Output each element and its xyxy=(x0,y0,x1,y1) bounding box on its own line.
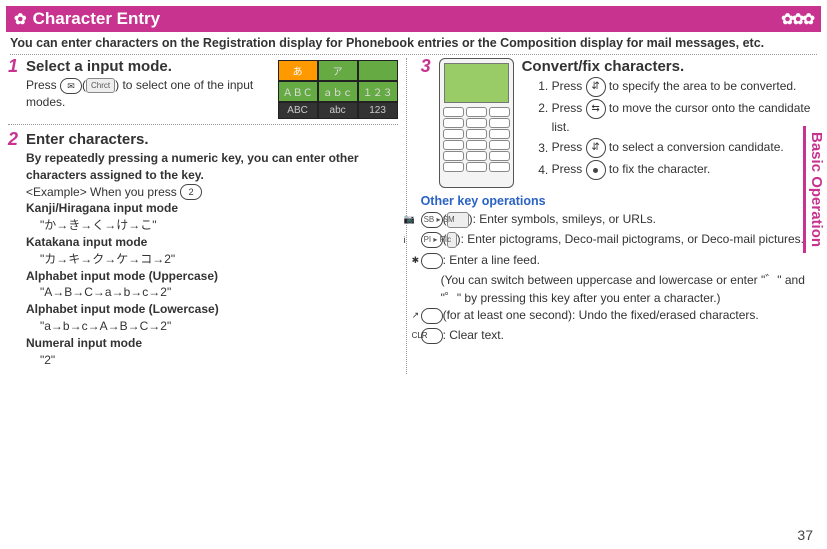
left-column: 1 あ ア ＡＢＣ ａｂｃ １２３ ABC abc 123 Sel xyxy=(8,58,407,374)
ime-cell xyxy=(358,60,398,81)
step-3-title: Convert/fix characters. xyxy=(522,58,819,75)
ime-cell: ａｂｃ xyxy=(318,81,358,102)
list-item: Press to move the cursor onto the candid… xyxy=(552,99,819,136)
pi-pic-softkey: PI ▸ PIc xyxy=(447,232,457,248)
txt: : Enter a line feed. xyxy=(443,253,540,267)
other-ops-heading: Other key operations xyxy=(421,194,819,208)
other-op-line: 📷(SB ▸ SM): Enter symbols, smileys, or U… xyxy=(421,211,819,228)
sb-sm-softkey: SB ▸ SM xyxy=(447,212,469,228)
step-2-example: <Example> When you press 2 xyxy=(26,184,398,201)
step-2: 2 Enter characters. By repeatedly pressi… xyxy=(8,131,398,368)
other-op-line: ✱: Enter a line feed. xyxy=(421,252,819,269)
separator xyxy=(8,124,398,125)
ime-cell: １２３ xyxy=(358,81,398,102)
txt: Press xyxy=(26,78,60,92)
ime-cell: 123 xyxy=(358,102,398,119)
mode-name: Numeral input mode xyxy=(26,335,398,352)
txt: <Example> When you press xyxy=(26,185,180,199)
other-ops-list: 📷(SB ▸ SM): Enter symbols, smileys, or U… xyxy=(421,211,819,345)
side-tab: Basic Operation xyxy=(803,126,827,253)
nav-updown-icon xyxy=(586,77,606,97)
chrct-softkey: Chrct xyxy=(86,78,115,93)
txt: : Enter symbols, smileys, or URLs. xyxy=(473,212,656,226)
other-op-sub: (You can switch between uppercase and lo… xyxy=(421,272,819,307)
nav-updown-icon xyxy=(586,138,606,158)
mode-seq: "A→B→C→a→b→c→2" xyxy=(40,284,398,301)
separator xyxy=(10,54,817,55)
list-item: Press to fix the character. xyxy=(552,160,819,180)
clr-key-icon: CLR xyxy=(421,328,443,344)
star-key-icon: ✱ xyxy=(421,253,443,269)
ime-cell: ABC xyxy=(278,102,318,119)
mode-seq: "か→き→く→け→こ" xyxy=(40,217,398,234)
section-header: ✿ Character Entry ✿✿✿ xyxy=(6,6,821,32)
other-op-line: i(PI ▸ PIc): Enter pictograms, Deco-mail… xyxy=(421,231,819,248)
phone-illustration xyxy=(439,58,514,188)
mail-key-icon: ✉ xyxy=(60,78,82,94)
step-1-number: 1 xyxy=(8,56,18,77)
step-1: 1 あ ア ＡＢＣ ａｂｃ １２３ ABC abc 123 Sel xyxy=(8,58,398,125)
step-3: 3 Convert/fix characters. Press to speci… xyxy=(421,58,819,188)
other-op-line: CLR: Clear text. xyxy=(421,327,819,344)
key-2-icon: 2 xyxy=(180,184,202,200)
list-item: Press to select a conversion candidate. xyxy=(552,138,819,158)
ime-cell: ア xyxy=(318,60,358,81)
input-mode-grid: あ ア ＡＢＣ ａｂｃ １２３ ABC abc 123 xyxy=(278,60,398,119)
step-3-number: 3 xyxy=(421,56,431,77)
right-column: 3 Convert/fix characters. Press to speci… xyxy=(421,58,819,374)
mode-name: Alphabet input mode (Lowercase) xyxy=(26,301,398,318)
step-3-list: Press to specify the area to be converte… xyxy=(552,77,819,180)
mode-name: Kanji/Hiragana input mode xyxy=(26,200,398,217)
step-2-title: Enter characters. xyxy=(26,131,398,148)
clover-icon-right: ✿✿✿ xyxy=(781,10,813,28)
mode-name: Alphabet input mode (Uppercase) xyxy=(26,268,398,285)
mode-name: Katakana input mode xyxy=(26,234,398,251)
page-number: 37 xyxy=(797,527,813,543)
step-2-number: 2 xyxy=(8,129,18,150)
ime-cell: あ xyxy=(278,60,318,81)
nav-center-icon xyxy=(586,160,606,180)
mode-seq: "カ→キ→ク→ケ→コ→2" xyxy=(40,251,398,268)
header-title: Character Entry xyxy=(33,9,161,29)
ime-cell: ＡＢＣ xyxy=(278,81,318,102)
list-item: Press to specify the area to be converte… xyxy=(552,77,819,97)
mode-seq: "2" xyxy=(40,352,398,369)
txt: : Clear text. xyxy=(443,328,504,342)
txt: : Enter pictograms, Deco-mail pictograms… xyxy=(461,232,804,246)
other-op-line: ↗(for at least one second): Undo the fix… xyxy=(421,307,819,324)
step-2-lead: By repeatedly pressing a numeric key, yo… xyxy=(26,150,398,184)
clover-icon-left: ✿ xyxy=(14,10,27,28)
intro-text: You can enter characters on the Registra… xyxy=(10,36,817,50)
call-key-icon: ↗ xyxy=(421,308,443,324)
txt: (for at least one second): Undo the fixe… xyxy=(443,308,759,322)
ime-cell: abc xyxy=(318,102,358,119)
mode-seq: "a→b→c→A→B→C→2" xyxy=(40,318,398,335)
nav-leftright-icon xyxy=(586,99,606,119)
